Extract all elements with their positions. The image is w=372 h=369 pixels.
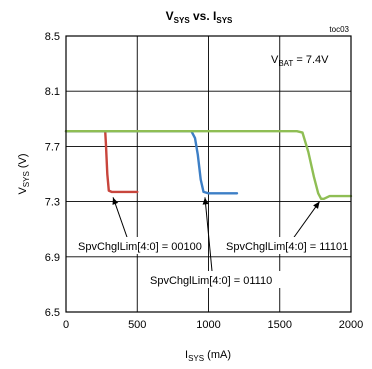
grid bbox=[65, 35, 352, 313]
pointer-arrow-1-head bbox=[202, 197, 209, 205]
series-label-00100: SpvChglLim[4:0] = 00100 bbox=[76, 237, 208, 254]
x-tick-label: 2000 bbox=[339, 319, 363, 331]
series-line-1 bbox=[64, 129, 239, 195]
series-line-2 bbox=[64, 129, 353, 201]
y-tick-label: 8.5 bbox=[45, 31, 60, 43]
x-tick-label: 0 bbox=[63, 319, 69, 331]
series-label-text: SpvChglLim[4:0] = 00100 bbox=[78, 241, 202, 253]
x-tick-labels: 0 500 1000 1500 2000 bbox=[63, 319, 363, 331]
series-label-11101: SpvChglLim[4:0] = 11101 bbox=[224, 237, 350, 254]
label-pointers bbox=[112, 197, 321, 272]
x-tick-label: 1000 bbox=[196, 319, 220, 331]
pointer-arrow-2 bbox=[291, 201, 321, 241]
series-label-text: SpvChglLim[4:0] = 01110 bbox=[150, 275, 272, 287]
pointer-arrow-1 bbox=[204, 197, 213, 272]
plot-frame bbox=[65, 35, 352, 313]
figure-tag: toc03 bbox=[329, 25, 349, 34]
y-axis-label: VSYS (V) bbox=[17, 153, 31, 194]
pointer-arrow-2-head bbox=[313, 201, 320, 209]
series-label-text: SpvChglLim[4:0] = 11101 bbox=[226, 241, 348, 253]
x-tick-label: 500 bbox=[128, 319, 146, 331]
series-label-01110: SpvChglLim[4:0] = 01110 bbox=[148, 271, 286, 288]
y-tick-label: 7.7 bbox=[45, 141, 60, 153]
y-tick-label: 6.5 bbox=[45, 307, 60, 319]
y-tick-label: 8.1 bbox=[45, 86, 60, 98]
x-axis-label: ISYS (mA) bbox=[185, 349, 231, 363]
y-tick-label: 6.9 bbox=[45, 252, 60, 264]
pointer-arrow-0 bbox=[112, 197, 129, 241]
pointer-arrow-0-head bbox=[112, 197, 119, 205]
chart-title: VSYS vs. ISYS bbox=[166, 9, 233, 25]
y-tick-label: 7.3 bbox=[45, 197, 60, 209]
vbat-annotation: VBAT = 7.4V bbox=[271, 54, 329, 68]
series-group bbox=[64, 129, 353, 201]
y-tick-labels: 6.5 6.9 7.3 7.7 8.1 8.5 bbox=[45, 31, 60, 319]
x-tick-label: 1500 bbox=[268, 319, 292, 331]
series-line-0 bbox=[64, 129, 139, 194]
